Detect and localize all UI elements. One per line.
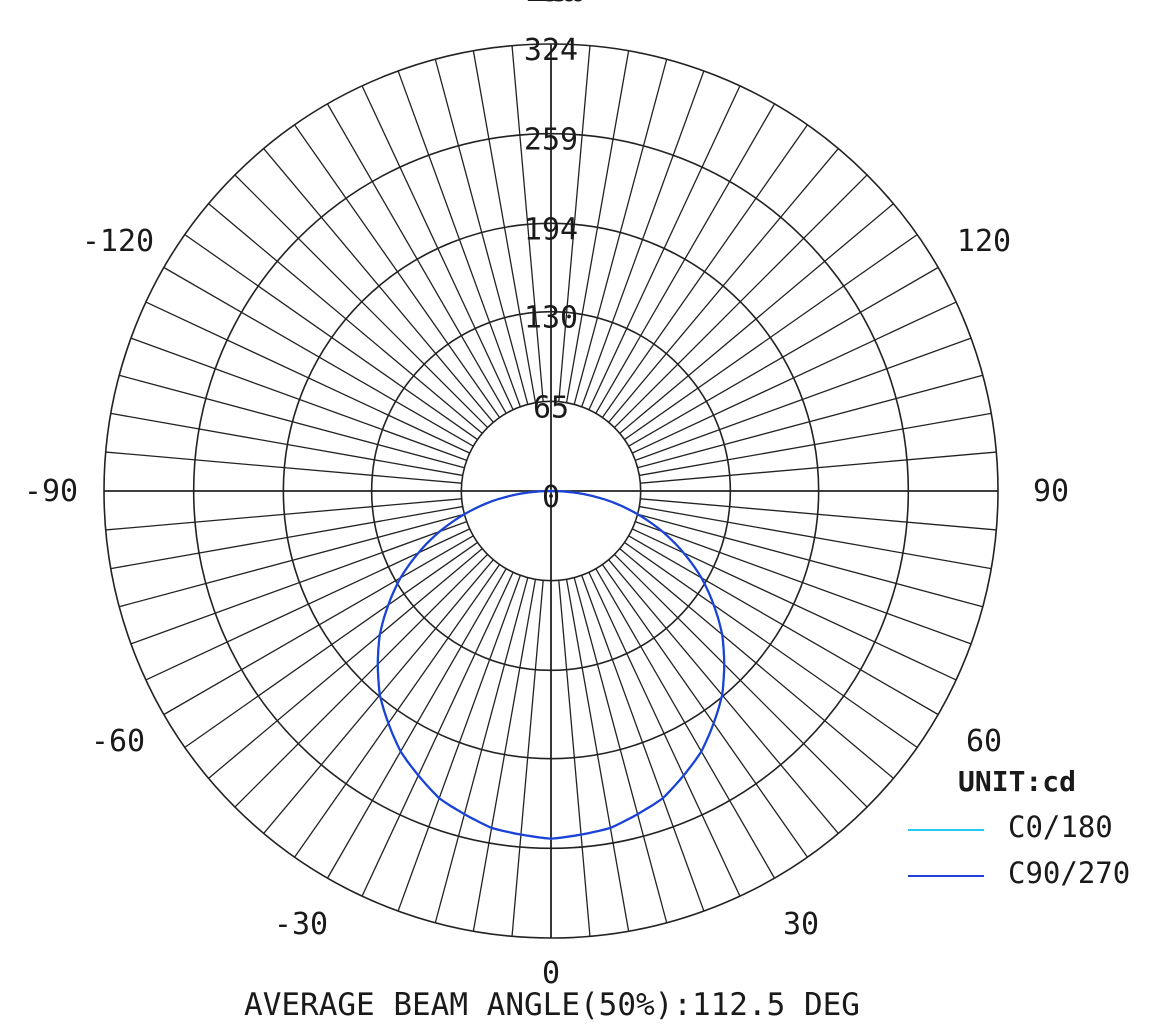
spoke-280 <box>110 505 463 570</box>
spoke-5 <box>558 580 591 937</box>
angle-tick-label: -60 <box>91 724 145 759</box>
spoke-195 <box>434 59 529 405</box>
spoke-115 <box>631 301 957 454</box>
angle-tick-label: 90 <box>1033 474 1069 509</box>
spoke-175 <box>558 45 591 402</box>
spoke-350 <box>472 579 537 932</box>
angle-tick-label: -30 <box>274 907 328 942</box>
angle-tick-label: 120 <box>957 224 1011 259</box>
polar-grid <box>103 43 999 939</box>
spoke-165 <box>573 59 668 405</box>
unit-label: UNIT:cd <box>958 765 1076 798</box>
spoke-300 <box>163 535 474 716</box>
spoke-130 <box>619 203 894 434</box>
spoke-135 <box>613 174 868 429</box>
spoke-355 <box>511 580 544 937</box>
radial-tick-label: 324 <box>524 33 578 68</box>
spoke-85 <box>640 498 997 531</box>
spoke-290 <box>130 521 467 645</box>
legend-label-c90: C90/270 <box>1008 856 1130 890</box>
angle-tick-label: 150 <box>524 0 578 9</box>
radial-tick-label: 65 <box>533 390 569 425</box>
angle-tick-label: -120 <box>82 224 154 259</box>
spoke-50 <box>619 548 894 779</box>
spoke-15 <box>573 577 668 923</box>
spoke-110 <box>635 337 972 461</box>
angle-tick-label: -90 <box>24 474 78 509</box>
spoke-200 <box>397 70 521 407</box>
legend-label-c0: C0/180 <box>1008 810 1113 844</box>
curve-c90-270 <box>376 489 726 840</box>
legend: C0/180 C90/270 <box>908 810 1130 890</box>
spoke-155 <box>588 85 741 411</box>
radial-tick-label: 194 <box>524 212 578 247</box>
spoke-30 <box>595 568 776 879</box>
spoke-10 <box>565 579 630 932</box>
spoke-205 <box>361 85 514 411</box>
beam-angle-footer: AVERAGE BEAM ANGLE(50%):112.5 DEG <box>244 987 860 1023</box>
spoke-275 <box>105 498 462 531</box>
spoke-240 <box>163 266 474 447</box>
spoke-145 <box>601 124 808 418</box>
spoke-80 <box>639 505 992 570</box>
spoke-95 <box>640 451 997 484</box>
spoke-65 <box>631 528 957 681</box>
spoke-340 <box>397 575 521 912</box>
spoke-235 <box>184 234 478 441</box>
spoke-170 <box>565 50 630 403</box>
spoke-35 <box>601 564 808 858</box>
spoke-230 <box>208 203 483 434</box>
spoke-40 <box>608 559 839 834</box>
spoke-125 <box>624 234 918 441</box>
spoke-100 <box>639 412 992 477</box>
spoke-255 <box>119 374 465 469</box>
spoke-330 <box>326 568 507 879</box>
spoke-45 <box>613 553 868 808</box>
spoke-325 <box>294 564 501 858</box>
spoke-320 <box>263 559 494 834</box>
tick-labels: 0 65 130 194 259 324 -150150 -120 120 -90 90 -60 60 -… <box>24 0 1069 991</box>
angle-tick-label: 0 <box>542 956 560 991</box>
radial-tick-label: 259 <box>524 123 578 158</box>
spoke-220 <box>263 148 494 423</box>
spoke-190 <box>472 50 537 403</box>
radial-tick-label: 130 <box>524 301 578 336</box>
spoke-335 <box>361 571 514 897</box>
spoke-295 <box>145 528 471 681</box>
spoke-55 <box>624 541 918 748</box>
spoke-260 <box>110 412 463 477</box>
spoke-250 <box>130 337 467 461</box>
spoke-150 <box>595 103 776 414</box>
spoke-75 <box>637 513 983 608</box>
radial-tick-label: 0 <box>542 480 560 515</box>
angle-tick-label: 30 <box>783 907 819 942</box>
spoke-160 <box>581 70 705 407</box>
spoke-105 <box>637 374 983 469</box>
spoke-315 <box>234 553 489 808</box>
spoke-185 <box>511 45 544 402</box>
spoke-265 <box>105 451 462 484</box>
spoke-285 <box>119 513 465 608</box>
spoke-225 <box>234 174 489 429</box>
spoke-120 <box>628 266 939 447</box>
angle-tick-label: 60 <box>966 724 1002 759</box>
spoke-25 <box>588 571 741 897</box>
spoke-70 <box>635 521 972 645</box>
spoke-210 <box>326 103 507 414</box>
spoke-345 <box>434 577 529 923</box>
spoke-245 <box>145 301 471 454</box>
spoke-215 <box>294 124 501 418</box>
spoke-140 <box>608 148 839 423</box>
spoke-60 <box>628 535 939 716</box>
angle-tick-label: -150 <box>515 0 587 9</box>
spoke-305 <box>184 541 478 748</box>
spoke-310 <box>208 548 483 779</box>
spoke-20 <box>581 575 705 912</box>
curves <box>376 489 726 840</box>
